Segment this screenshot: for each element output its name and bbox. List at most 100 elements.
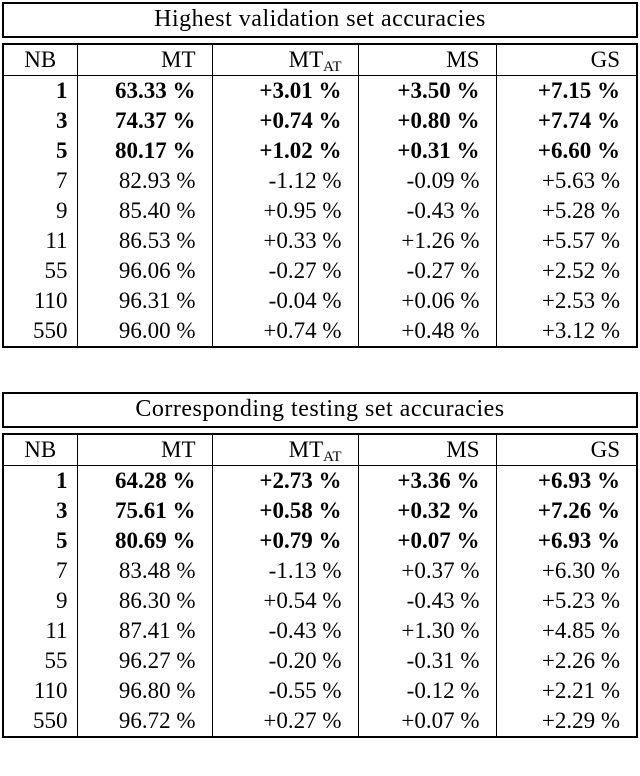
value-cell: -0.43 %: [211, 616, 358, 646]
column-header-label: GS: [590, 47, 620, 72]
value-cell: -0.27 %: [357, 256, 496, 286]
value-cell: 96.80 %: [76, 676, 212, 706]
nb-cell: 1: [56, 78, 68, 103]
testing-table: NB MT MTAT MS GS 1 64.28 % +2.73 % +3.36 % +6.93…: [2, 433, 638, 738]
value-cell: +2.53 %: [495, 286, 637, 316]
value-cell: +0.33 %: [211, 226, 358, 256]
validation-table-header-row: NB MT MTAT MS GS: [3, 44, 637, 76]
value-cell: 96.72 %: [76, 706, 212, 737]
testing-table-title: Corresponding testing set accuracies: [2, 392, 638, 428]
column-header-label: MT: [288, 47, 324, 72]
value-cell: +5.57 %: [495, 226, 637, 256]
column-header: MT: [76, 44, 212, 76]
value-cell: +3.12 %: [495, 316, 637, 347]
table-row: 55 96.06 % -0.27 % -0.27 % +2.52 %: [3, 256, 637, 286]
column-header-label: NB: [24, 437, 57, 462]
nb-cell: 11: [45, 228, 68, 253]
nb-cell: 550: [33, 708, 68, 733]
value-cell: +3.36 %: [357, 465, 496, 496]
value-cell: 85.40 %: [76, 196, 212, 226]
value-cell: -1.13 %: [211, 556, 358, 586]
value-cell: +0.37 %: [357, 556, 496, 586]
value-cell: -0.31 %: [357, 646, 496, 676]
nb-cell: 55: [44, 258, 68, 283]
table-row: 55 96.27 % -0.20 % -0.31 % +2.26 %: [3, 646, 637, 676]
value-cell: +2.29 %: [495, 706, 637, 737]
value-cell: +0.06 %: [357, 286, 496, 316]
column-header-label: MT: [161, 437, 196, 462]
table-row: 11 86.53 % +0.33 % +1.26 % +5.57 %: [3, 226, 637, 256]
value-cell: +2.21 %: [495, 676, 637, 706]
value-cell: -0.55 %: [211, 676, 358, 706]
value-cell: 74.37 %: [76, 106, 212, 136]
value-cell: 83.48 %: [76, 556, 212, 586]
nb-cell: 3: [56, 498, 68, 523]
table-row: 11 87.41 % -0.43 % +1.30 % +4.85 %: [3, 616, 637, 646]
column-header: NB: [3, 44, 77, 76]
value-cell: +0.48 %: [357, 316, 496, 347]
value-cell: +5.23 %: [495, 586, 637, 616]
table-row: 7 83.48 % -1.13 % +0.37 % +6.30 %: [3, 556, 637, 586]
table-row: 3 74.37 % +0.74 % +0.80 % +7.74 %: [3, 106, 637, 136]
value-cell: 96.06 %: [76, 256, 212, 286]
nb-cell: 5: [56, 138, 68, 163]
value-cell: 80.69 %: [76, 526, 212, 556]
value-cell: 86.30 %: [76, 586, 212, 616]
value-cell: 64.28 %: [76, 465, 212, 496]
value-cell: +0.80 %: [357, 106, 496, 136]
table-row: 110 96.31 % -0.04 % +0.06 % +2.53 %: [3, 286, 637, 316]
value-cell: +3.01 %: [211, 75, 358, 106]
value-cell: 75.61 %: [76, 496, 212, 526]
value-cell: +1.26 %: [357, 226, 496, 256]
nb-cell: 110: [33, 678, 68, 703]
value-cell: +0.31 %: [357, 136, 496, 166]
value-cell: -0.43 %: [357, 586, 496, 616]
column-header-label: MT: [288, 437, 324, 462]
table-row: 9 85.40 % +0.95 % -0.43 % +5.28 %: [3, 196, 637, 226]
testing-accuracies-block: Corresponding testing set accuracies NB M…: [2, 392, 638, 738]
table-row: 550 96.00 % +0.74 % +0.48 % +3.12 %: [3, 316, 637, 347]
column-header: GS: [495, 44, 637, 76]
validation-table-title: Highest validation set accuracies: [2, 2, 638, 38]
nb-cell: 3: [56, 108, 68, 133]
value-cell: +0.95 %: [211, 196, 358, 226]
table-row: 1 64.28 % +2.73 % +3.36 % +6.93 %: [3, 465, 637, 496]
value-cell: +0.54 %: [211, 586, 358, 616]
column-header: GS: [495, 434, 637, 466]
value-cell: +7.26 %: [495, 496, 637, 526]
value-cell: +2.26 %: [495, 646, 637, 676]
value-cell: +2.73 %: [211, 465, 358, 496]
value-cell: -0.43 %: [357, 196, 496, 226]
value-cell: 96.27 %: [76, 646, 212, 676]
value-cell: +7.15 %: [495, 75, 637, 106]
value-cell: +0.74 %: [211, 106, 358, 136]
nb-cell: 550: [33, 318, 68, 343]
value-cell: +1.30 %: [357, 616, 496, 646]
value-cell: -0.12 %: [357, 676, 496, 706]
column-header: MS: [357, 434, 496, 466]
value-cell: +4.85 %: [495, 616, 637, 646]
value-cell: 80.17 %: [76, 136, 212, 166]
validation-table: NB MT MTAT MS GS 1 63.33 % +3.01 % +3.50 % +7.15…: [2, 43, 638, 348]
value-cell: -0.27 %: [211, 256, 358, 286]
value-cell: 87.41 %: [76, 616, 212, 646]
testing-table-body: 1 64.28 % +2.73 % +3.36 % +6.93 % 3 75.61 % +0.…: [3, 465, 637, 737]
value-cell: +1.02 %: [211, 136, 358, 166]
column-header-subscript: AT: [323, 59, 342, 75]
value-cell: +7.74 %: [495, 106, 637, 136]
validation-table-body: 1 63.33 % +3.01 % +3.50 % +7.15 % 3 74.37 % +0.…: [3, 75, 637, 347]
column-header: MTAT: [211, 434, 358, 466]
value-cell: -0.09 %: [357, 166, 496, 196]
column-header: MT: [76, 434, 212, 466]
table-row: 110 96.80 % -0.55 % -0.12 % +2.21 %: [3, 676, 637, 706]
testing-table-header-row: NB MT MTAT MS GS: [3, 434, 637, 466]
value-cell: +0.27 %: [211, 706, 358, 737]
nb-cell: 7: [56, 168, 68, 193]
nb-cell: 55: [44, 648, 68, 673]
value-cell: +6.93 %: [495, 465, 637, 496]
column-header-label: MT: [161, 47, 196, 72]
table-row: 1 63.33 % +3.01 % +3.50 % +7.15 %: [3, 75, 637, 106]
value-cell: -0.04 %: [211, 286, 358, 316]
nb-cell: 5: [56, 528, 68, 553]
column-header: MS: [357, 44, 496, 76]
